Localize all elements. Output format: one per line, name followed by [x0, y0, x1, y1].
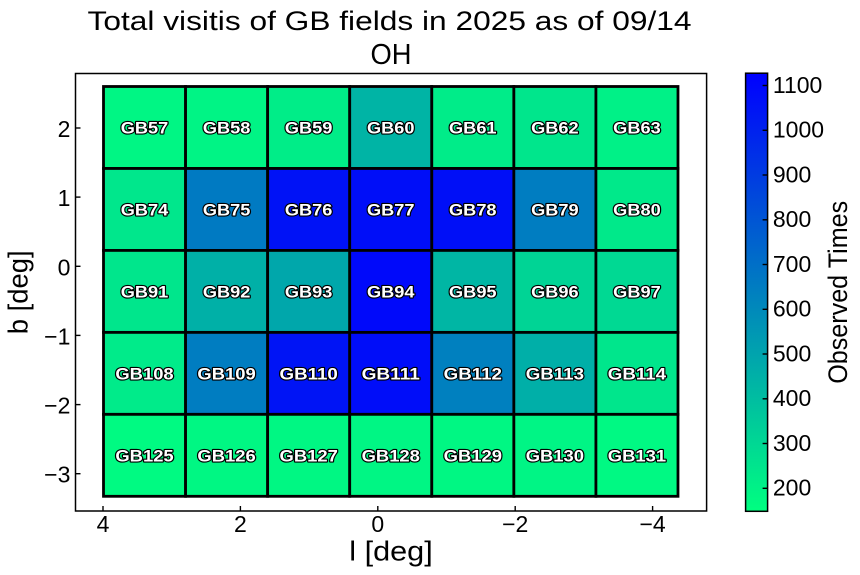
svg-text:GB93: GB93 [285, 282, 333, 301]
svg-text:b [deg]: b [deg] [3, 250, 34, 334]
svg-text:GB96: GB96 [531, 282, 579, 301]
svg-text:GB92: GB92 [203, 282, 251, 301]
svg-text:800: 800 [773, 206, 811, 232]
svg-text:GB62: GB62 [531, 118, 579, 137]
svg-text:600: 600 [773, 296, 811, 322]
svg-text:700: 700 [773, 251, 811, 277]
svg-text:GB112: GB112 [444, 364, 502, 383]
svg-text:GB128: GB128 [362, 446, 420, 465]
svg-text:GB110: GB110 [280, 364, 338, 383]
svg-text:0: 0 [371, 511, 384, 537]
svg-text:400: 400 [773, 385, 811, 411]
svg-text:GB75: GB75 [203, 200, 251, 219]
svg-text:0: 0 [58, 254, 71, 280]
svg-text:−2: −2 [502, 511, 528, 537]
svg-text:−1: −1 [44, 323, 70, 349]
svg-text:GB127: GB127 [280, 446, 338, 465]
svg-text:GB111: GB111 [362, 364, 420, 383]
svg-text:GB79: GB79 [531, 200, 579, 219]
svg-text:l [deg]: l [deg] [349, 536, 433, 567]
svg-text:−2: −2 [44, 393, 70, 419]
svg-text:1000: 1000 [773, 117, 824, 143]
svg-text:GB77: GB77 [367, 200, 415, 219]
svg-text:GB113: GB113 [526, 364, 584, 383]
svg-text:900: 900 [773, 161, 811, 187]
svg-text:GB58: GB58 [203, 118, 251, 137]
svg-text:GB129: GB129 [444, 446, 502, 465]
svg-text:GB78: GB78 [449, 200, 497, 219]
svg-text:−4: −4 [639, 511, 665, 537]
svg-text:Total visitis of GB fields in: Total visitis of GB fields in 2025 as of… [88, 6, 692, 36]
svg-text:GB108: GB108 [115, 364, 173, 383]
svg-text:300: 300 [773, 430, 811, 456]
svg-text:GB59: GB59 [285, 118, 333, 137]
svg-text:GB76: GB76 [285, 200, 333, 219]
svg-text:500: 500 [773, 340, 811, 366]
svg-text:200: 200 [773, 475, 811, 501]
svg-text:1100: 1100 [773, 72, 822, 98]
svg-text:GB126: GB126 [197, 446, 255, 465]
svg-text:GB109: GB109 [197, 364, 255, 383]
svg-text:1: 1 [58, 185, 71, 211]
svg-text:GB95: GB95 [449, 282, 497, 301]
svg-text:OH: OH [371, 39, 412, 71]
svg-text:GB57: GB57 [121, 118, 169, 137]
svg-text:4: 4 [97, 511, 110, 537]
svg-text:GB114: GB114 [608, 364, 667, 383]
svg-text:2: 2 [234, 511, 247, 537]
svg-text:GB130: GB130 [526, 446, 584, 465]
svg-text:GB97: GB97 [613, 282, 661, 301]
svg-text:2: 2 [58, 116, 71, 142]
svg-text:GB60: GB60 [367, 118, 415, 137]
svg-text:GB61: GB61 [449, 118, 497, 137]
svg-text:GB63: GB63 [613, 118, 661, 137]
svg-text:GB80: GB80 [613, 200, 661, 219]
svg-text:Observed Times: Observed Times [823, 201, 853, 384]
svg-text:GB74: GB74 [121, 200, 169, 219]
svg-text:GB131: GB131 [608, 446, 666, 465]
svg-text:−3: −3 [44, 462, 70, 488]
svg-text:GB94: GB94 [367, 282, 415, 301]
svg-text:GB91: GB91 [121, 282, 169, 301]
svg-text:GB125: GB125 [115, 446, 173, 465]
